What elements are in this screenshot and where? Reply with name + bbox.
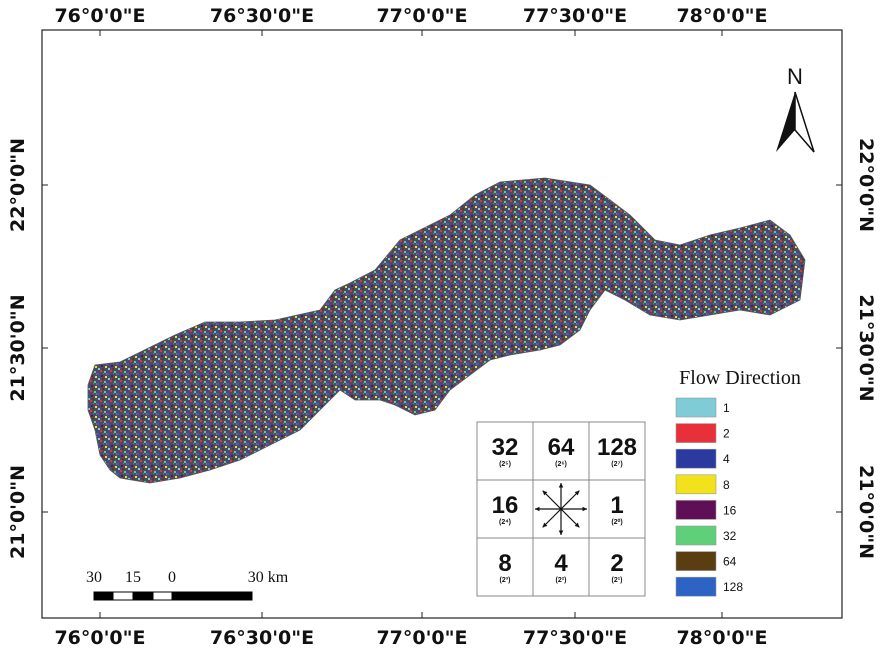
direction-power: (2⁷) (611, 461, 622, 468)
direction-power: (2³) (500, 577, 511, 584)
arrow-head (535, 506, 540, 512)
legend-swatch (675, 423, 717, 443)
legend-swatch (675, 448, 717, 469)
direction-value: 8 (498, 550, 511, 577)
arrow-head (542, 522, 548, 528)
bottom-coord-label: 78°0'0"E (676, 627, 767, 649)
direction-grid: 32(2⁵) 64(2⁶) 128(2⁷) 16(2⁴) 1(2⁰) 8(2³) 4(2²)… (476, 421, 646, 597)
arrow-head (582, 506, 587, 512)
direction-value: 32 (492, 434, 519, 461)
north-arrow (794, 91, 815, 153)
left-coord-label: 21°0'0"N (7, 465, 29, 559)
legend-label: 16 (723, 503, 737, 517)
scale-bar (171, 591, 253, 601)
scale-label: 15 (125, 569, 141, 586)
top-coord-label: 77°0'0"E (376, 5, 467, 27)
right-coord-label: 21°30'0"N (855, 294, 877, 401)
scale-label: 30 km (248, 569, 289, 586)
north-label: N (787, 64, 803, 89)
direction-power: (2⁶) (555, 461, 567, 468)
legend-swatch (675, 576, 717, 597)
right-coord-label: 22°0'0"N (855, 138, 877, 232)
legend-label: 4 (723, 452, 730, 466)
arrow-head (542, 490, 548, 496)
bottom-coord-label: 77°30'0"E (523, 627, 627, 649)
top-coord-label: 77°30'0"E (523, 5, 627, 27)
direction-value: 2 (610, 550, 623, 577)
direction-power: (2⁴) (499, 519, 511, 526)
arrow-head (574, 490, 580, 496)
legend-label: 32 (723, 529, 737, 543)
direction-value: 4 (554, 550, 568, 577)
legend-label: 64 (723, 555, 737, 569)
scale-bar (93, 591, 114, 601)
scale-bar (152, 591, 173, 601)
arrow-head (558, 483, 564, 488)
bottom-coord-label: 77°0'0"E (376, 627, 467, 649)
bottom-coord-label: 76°0'0"E (54, 627, 145, 649)
arrow-head (558, 530, 564, 535)
direction-power: (2⁵) (499, 461, 511, 468)
top-coord-label: 76°0'0"E (54, 5, 145, 27)
arrow-head (574, 522, 580, 528)
legend-swatch (675, 551, 717, 571)
direction-value: 64 (548, 434, 575, 461)
legend-label: 1 (723, 401, 730, 415)
top-coord-label: 78°0'0"E (676, 5, 767, 27)
north-arrow (776, 92, 795, 152)
direction-power: (2²) (556, 577, 567, 584)
legend-label: 128 (723, 580, 743, 594)
direction-power: (2¹) (612, 577, 623, 584)
scale-bar (132, 591, 154, 601)
direction-value: 16 (492, 492, 519, 519)
right-coord-label: 21°0'0"N (855, 465, 877, 559)
top-coord-label: 76°30'0"E (210, 5, 314, 27)
legend-swatch (675, 474, 717, 495)
legend-swatch (675, 500, 717, 520)
bottom-coord-label: 76°30'0"E (210, 627, 314, 649)
legend-label: 8 (723, 478, 730, 492)
left-coord-label: 22°0'0"N (7, 138, 29, 232)
direction-value: 1 (610, 492, 623, 519)
scale-label: 30 (86, 569, 102, 586)
legend-swatch (675, 525, 717, 546)
scale-bar (112, 591, 134, 601)
legend-swatch (675, 397, 717, 418)
scale-label: 0 (168, 569, 176, 586)
left-coord-label: 21°30'0"N (7, 294, 29, 401)
direction-power: (2⁰) (611, 518, 622, 526)
basin (87, 177, 806, 484)
legend-title: Flow Direction (679, 367, 801, 389)
direction-value: 128 (597, 434, 637, 461)
legend-label: 2 (723, 427, 730, 441)
